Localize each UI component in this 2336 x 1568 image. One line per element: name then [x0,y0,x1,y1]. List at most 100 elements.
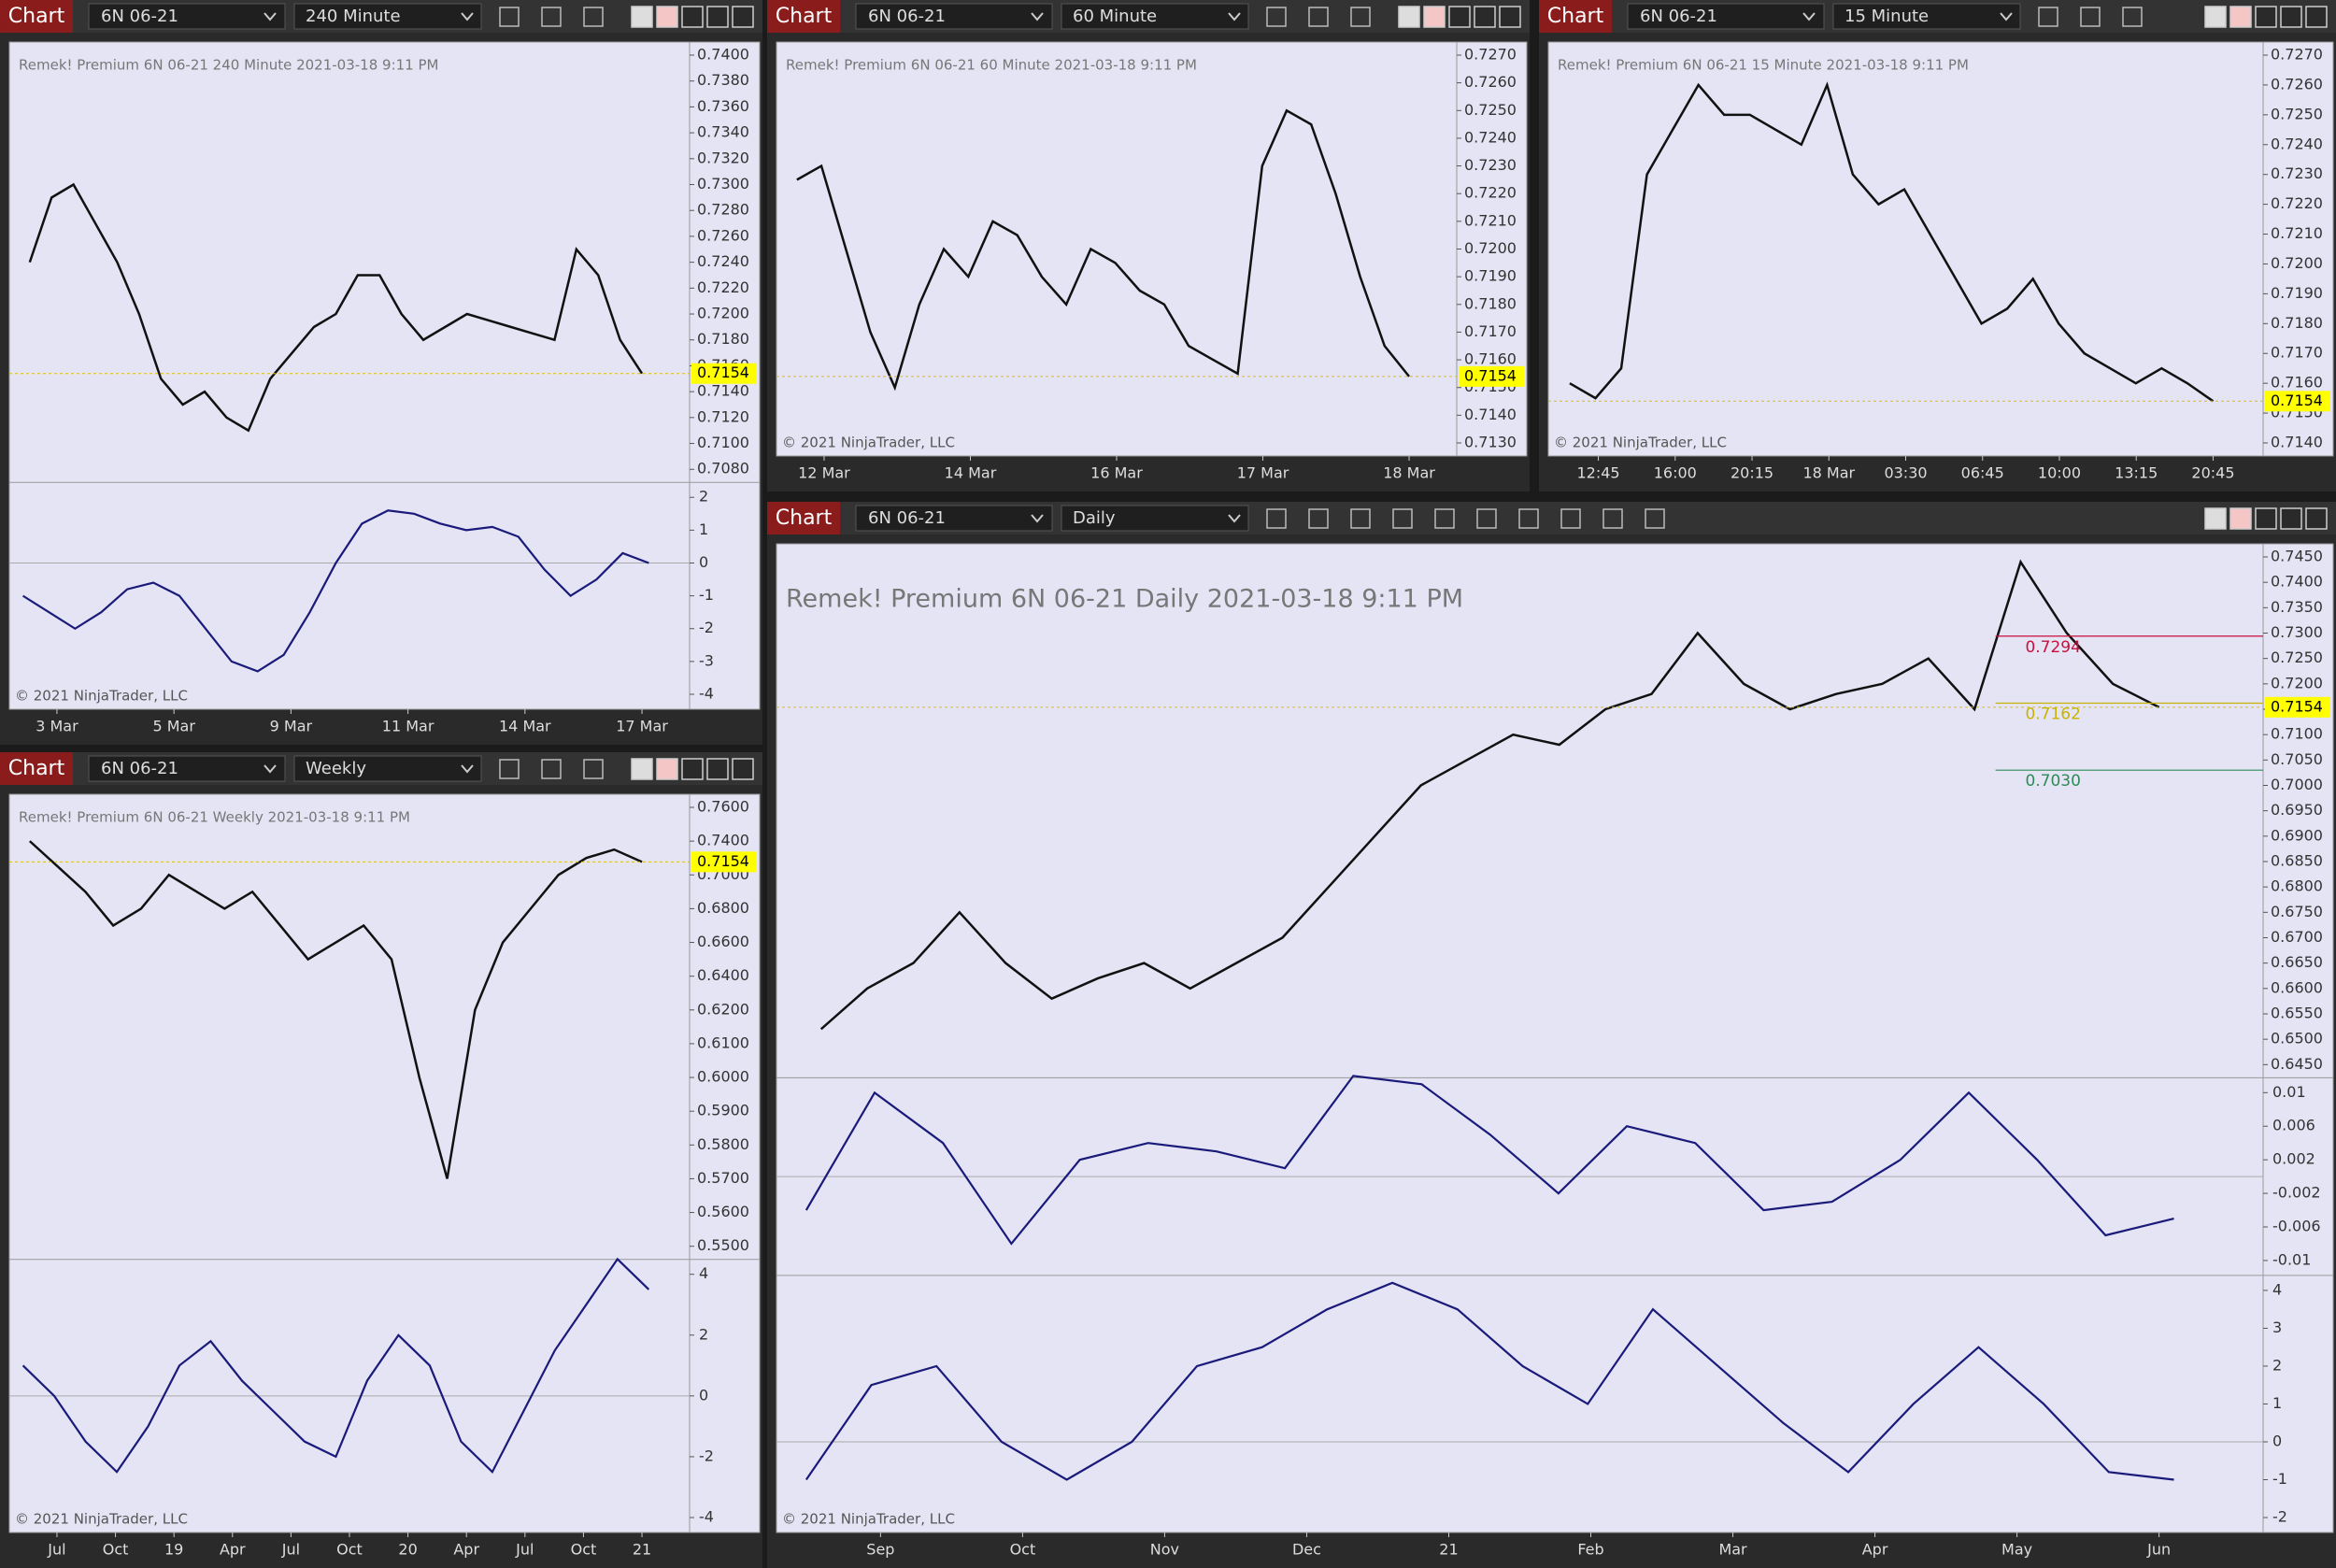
window-button[interactable] [1474,6,1496,28]
window-button[interactable] [631,6,653,28]
interval-select[interactable] [293,755,482,782]
tool-button[interactable] [1266,7,1287,27]
window-button[interactable] [631,758,653,780]
chart-tab[interactable] [767,502,840,535]
instrument-label[interactable]: 6N 06-21 [101,759,178,778]
dropdown-arrow [1228,514,1241,523]
interval-label[interactable]: 15 Minute [1845,7,1929,26]
window-button[interactable] [2255,6,2277,28]
window-button[interactable] [2204,507,2227,530]
chart-tab[interactable] [767,0,840,33]
tool-button[interactable] [499,7,520,27]
tool-button[interactable] [541,759,562,779]
tool-button[interactable] [541,7,562,27]
x-tick-label: 20 [398,1541,417,1559]
chart-tab-label[interactable]: Chart [776,506,833,530]
chart-tab-label[interactable]: Chart [1547,5,1604,28]
window-button[interactable] [2229,507,2252,530]
tool-button[interactable] [1560,508,1581,529]
tool-button[interactable] [499,759,520,779]
window-button[interactable] [2255,507,2277,530]
x-tick-label: 14 Mar [945,464,997,482]
interval-select[interactable] [293,3,482,30]
chart-tab[interactable] [1539,0,1612,33]
y-tick-label: 0.7400 [2271,573,2323,591]
tool-button[interactable] [1476,508,1497,529]
window-button[interactable] [1398,6,1420,28]
instrument-label[interactable]: 6N 06-21 [101,7,178,26]
price-line [819,559,2160,1031]
instrument-select[interactable] [1627,3,1825,30]
tool-button[interactable] [2038,7,2058,27]
y-tick-label: 0.7250 [2271,649,2323,666]
window-button[interactable] [732,758,754,780]
level-label: 0.7162 [2025,705,2080,723]
window-button[interactable] [2280,6,2302,28]
tool-button[interactable] [1308,508,1329,529]
dropdown-arrow [1031,12,1044,21]
window-button[interactable] [681,758,704,780]
window-button[interactable] [681,6,704,28]
chart-tab-label[interactable]: Chart [776,5,833,28]
instrument-select[interactable] [88,3,286,30]
tool-button[interactable] [2080,7,2101,27]
y-tick-label: 0.002 [2272,1150,2315,1168]
interval-label[interactable]: 240 Minute [306,7,401,26]
y-tick-label: 0.7180 [1464,294,1517,312]
window-button[interactable] [706,758,729,780]
window-button[interactable] [1423,6,1446,28]
y-tick-label: 0.7240 [1464,128,1517,146]
window-button[interactable] [2229,6,2252,28]
chart-tab[interactable] [0,752,73,785]
chart-tab-label[interactable]: Chart [8,757,65,780]
tool-button[interactable] [1645,508,1665,529]
x-tick-label: Oct [571,1541,597,1559]
tool-button[interactable] [583,759,604,779]
tool-button[interactable] [1350,7,1371,27]
tool-button[interactable] [1434,508,1455,529]
window-button[interactable] [2305,6,2328,28]
price-line [28,840,643,1179]
price-marker-label: 0.7154 [1464,366,1517,384]
window-button[interactable] [656,758,678,780]
interval-label[interactable]: Weekly [306,759,366,778]
instrument-label[interactable]: 6N 06-21 [868,508,946,528]
tool-button[interactable] [1602,508,1623,529]
window-button[interactable] [2305,507,2328,530]
instrument-label[interactable]: 6N 06-21 [1640,7,1717,26]
y-tick-label: 0.7140 [2271,434,2323,451]
interval-select[interactable] [1061,3,1249,30]
window-button[interactable] [2280,507,2302,530]
window-button[interactable] [1448,6,1471,28]
chart-tab[interactable] [0,0,73,33]
window-button[interactable] [656,6,678,28]
tool-button[interactable] [1266,508,1287,529]
tool-button[interactable] [2122,7,2143,27]
plot-area [776,41,1458,457]
interval-select[interactable] [1832,3,2021,30]
y-tick-label: 0.7250 [2271,105,2323,122]
y-tick-label: 0.6750 [2271,903,2323,920]
window-button[interactable] [1499,6,1521,28]
y-tick-label: 4 [2272,1280,2282,1298]
window-button[interactable] [732,6,754,28]
x-tick-label: Apr [220,1541,246,1559]
instrument-label[interactable]: 6N 06-21 [868,7,946,26]
tool-button[interactable] [1308,7,1329,27]
interval-select[interactable] [1061,505,1249,532]
tool-button[interactable] [1350,508,1371,529]
instrument-select[interactable] [855,505,1053,532]
window-button[interactable] [2204,6,2227,28]
instrument-select[interactable] [855,3,1053,30]
instrument-select[interactable] [88,755,286,782]
interval-label[interactable]: Daily [1073,508,1116,528]
chart-tab-label[interactable]: Chart [8,5,65,28]
window-button[interactable] [706,6,729,28]
tool-button[interactable] [1392,508,1413,529]
interval-label[interactable]: 60 Minute [1073,7,1157,26]
tool-button[interactable] [583,7,604,27]
y-tick-label: 0.7200 [2271,254,2323,272]
y-tick-label: 0.7400 [697,832,749,849]
oscillator-line [805,1281,2174,1481]
tool-button[interactable] [1518,508,1539,529]
